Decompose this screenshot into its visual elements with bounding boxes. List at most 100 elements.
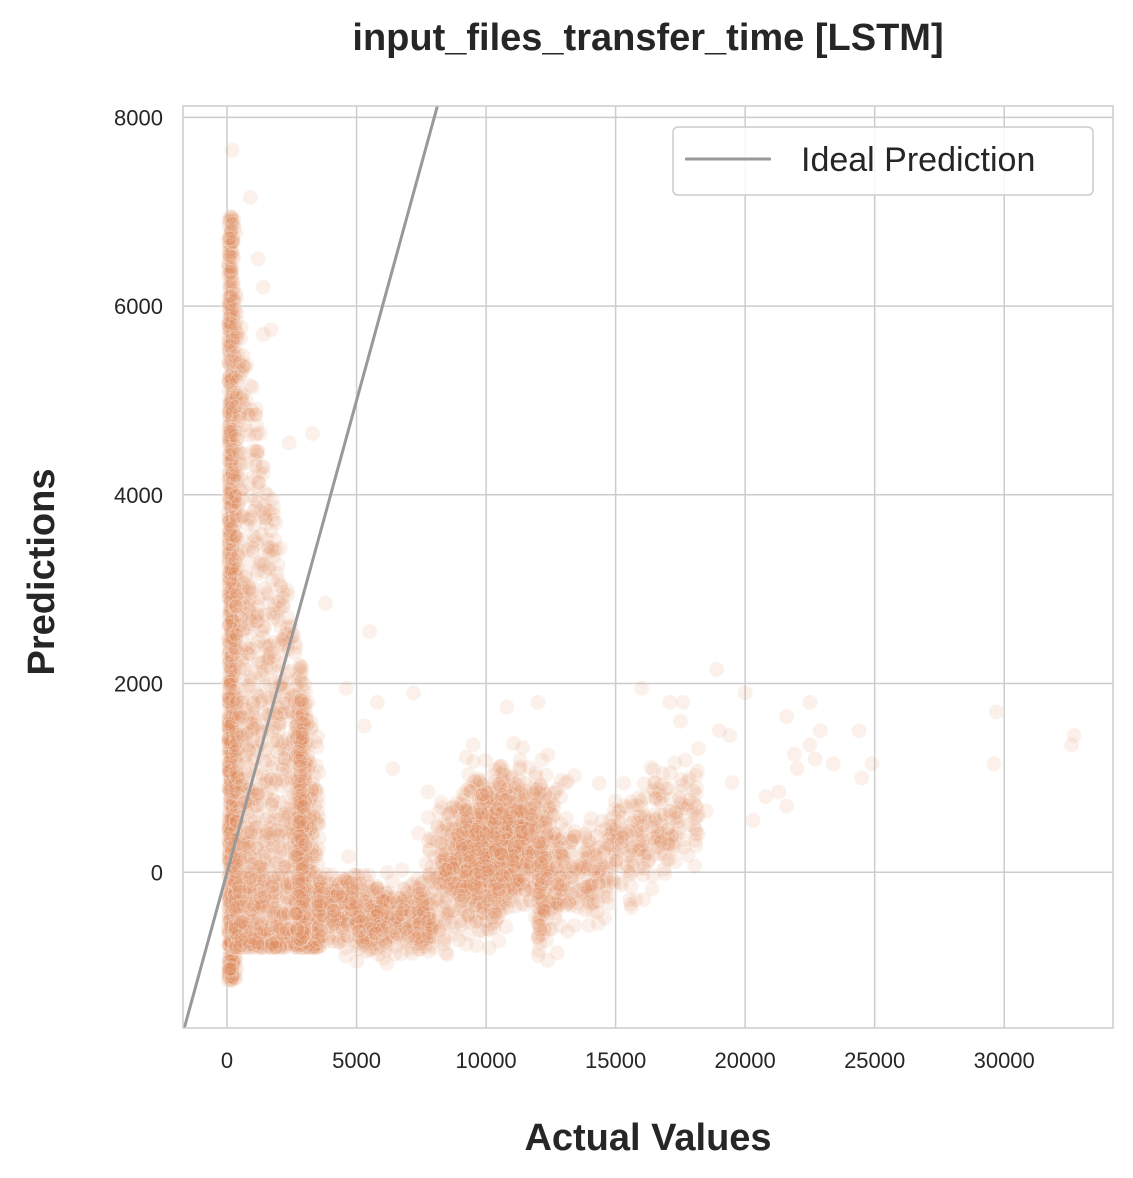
- data-point: [420, 809, 437, 826]
- data-point: [222, 622, 239, 639]
- data-point: [636, 891, 652, 908]
- data-point: [239, 517, 256, 533]
- data-point: [681, 792, 698, 808]
- data-point: [223, 501, 240, 518]
- data-point: [229, 329, 246, 346]
- data-point: [221, 339, 238, 355]
- data-point: [226, 661, 243, 678]
- data-point: [552, 789, 569, 805]
- data-point: [467, 866, 484, 882]
- data-point: [221, 521, 238, 538]
- data-point: [786, 746, 803, 763]
- data-point: [237, 637, 254, 654]
- data-point: [581, 917, 597, 934]
- data-point: [228, 529, 245, 546]
- data-point: [528, 781, 544, 798]
- data-point: [223, 294, 240, 311]
- data-point: [266, 648, 282, 665]
- data-point: [633, 680, 650, 697]
- data-point: [233, 490, 250, 507]
- data-point: [348, 875, 365, 892]
- data-point: [317, 595, 334, 612]
- data-point: [221, 970, 238, 987]
- data-point: [228, 421, 245, 438]
- data-point: [222, 467, 239, 484]
- data-point: [530, 947, 546, 964]
- data-point: [534, 752, 550, 768]
- data-point: [261, 561, 278, 578]
- data-point: [745, 812, 761, 829]
- data-point: [453, 795, 470, 812]
- data-point: [258, 825, 275, 842]
- data-point: [460, 926, 477, 943]
- data-point: [580, 857, 597, 873]
- data-point: [223, 661, 240, 677]
- data-point: [224, 919, 241, 936]
- data-point: [420, 784, 437, 800]
- data-point: [552, 815, 569, 832]
- data-point: [385, 889, 402, 906]
- data-point: [230, 756, 247, 773]
- data-point: [677, 752, 694, 768]
- data-point: [292, 758, 309, 775]
- data-point: [222, 730, 239, 747]
- data-point: [221, 416, 238, 433]
- data-point: [465, 753, 482, 770]
- data-point: [226, 427, 243, 444]
- data-point: [639, 845, 656, 862]
- data-point: [471, 772, 488, 789]
- data-point: [505, 735, 522, 752]
- data-point: [493, 845, 510, 861]
- data-point: [487, 761, 504, 778]
- data-point: [347, 894, 364, 911]
- data-point: [223, 747, 240, 763]
- data-point: [221, 577, 238, 593]
- data-point: [512, 872, 528, 889]
- data-point: [257, 580, 274, 597]
- data-point: [220, 546, 237, 563]
- data-point: [361, 623, 378, 640]
- data-point: [479, 825, 495, 842]
- data-point: [220, 712, 237, 728]
- data-point: [221, 673, 238, 690]
- data-point: [530, 694, 546, 711]
- data-point: [379, 864, 396, 881]
- data-point: [253, 526, 270, 543]
- data-point: [367, 925, 384, 942]
- data-point: [223, 784, 240, 801]
- data-point: [675, 694, 691, 711]
- data-point: [221, 909, 237, 926]
- data-point: [608, 852, 624, 869]
- data-point: [494, 805, 511, 822]
- data-point: [224, 966, 241, 983]
- data-point: [221, 737, 238, 754]
- data-point: [226, 737, 243, 754]
- data-point: [223, 921, 240, 938]
- data-point: [221, 337, 237, 354]
- data-point: [221, 354, 238, 371]
- data-point: [267, 939, 284, 956]
- data-point: [245, 442, 262, 459]
- data-point: [270, 867, 287, 883]
- data-point: [549, 944, 566, 961]
- data-point: [622, 896, 639, 912]
- data-point: [538, 819, 555, 835]
- data-point: [295, 799, 312, 815]
- data-point: [566, 917, 583, 934]
- data-point: [676, 839, 693, 856]
- data-point: [368, 907, 385, 924]
- data-point: [223, 223, 240, 240]
- data-point: [354, 932, 371, 949]
- grid-lines: [183, 106, 1113, 1028]
- data-point: [326, 907, 343, 924]
- data-point: [244, 379, 261, 396]
- data-point: [369, 694, 386, 711]
- plot-background: [183, 106, 1113, 1028]
- data-point: [230, 546, 247, 563]
- data-point: [231, 443, 247, 460]
- data-point: [291, 742, 308, 758]
- data-point: [225, 307, 242, 324]
- data-point: [688, 767, 704, 783]
- data-point: [721, 727, 738, 744]
- data-point: [221, 808, 238, 825]
